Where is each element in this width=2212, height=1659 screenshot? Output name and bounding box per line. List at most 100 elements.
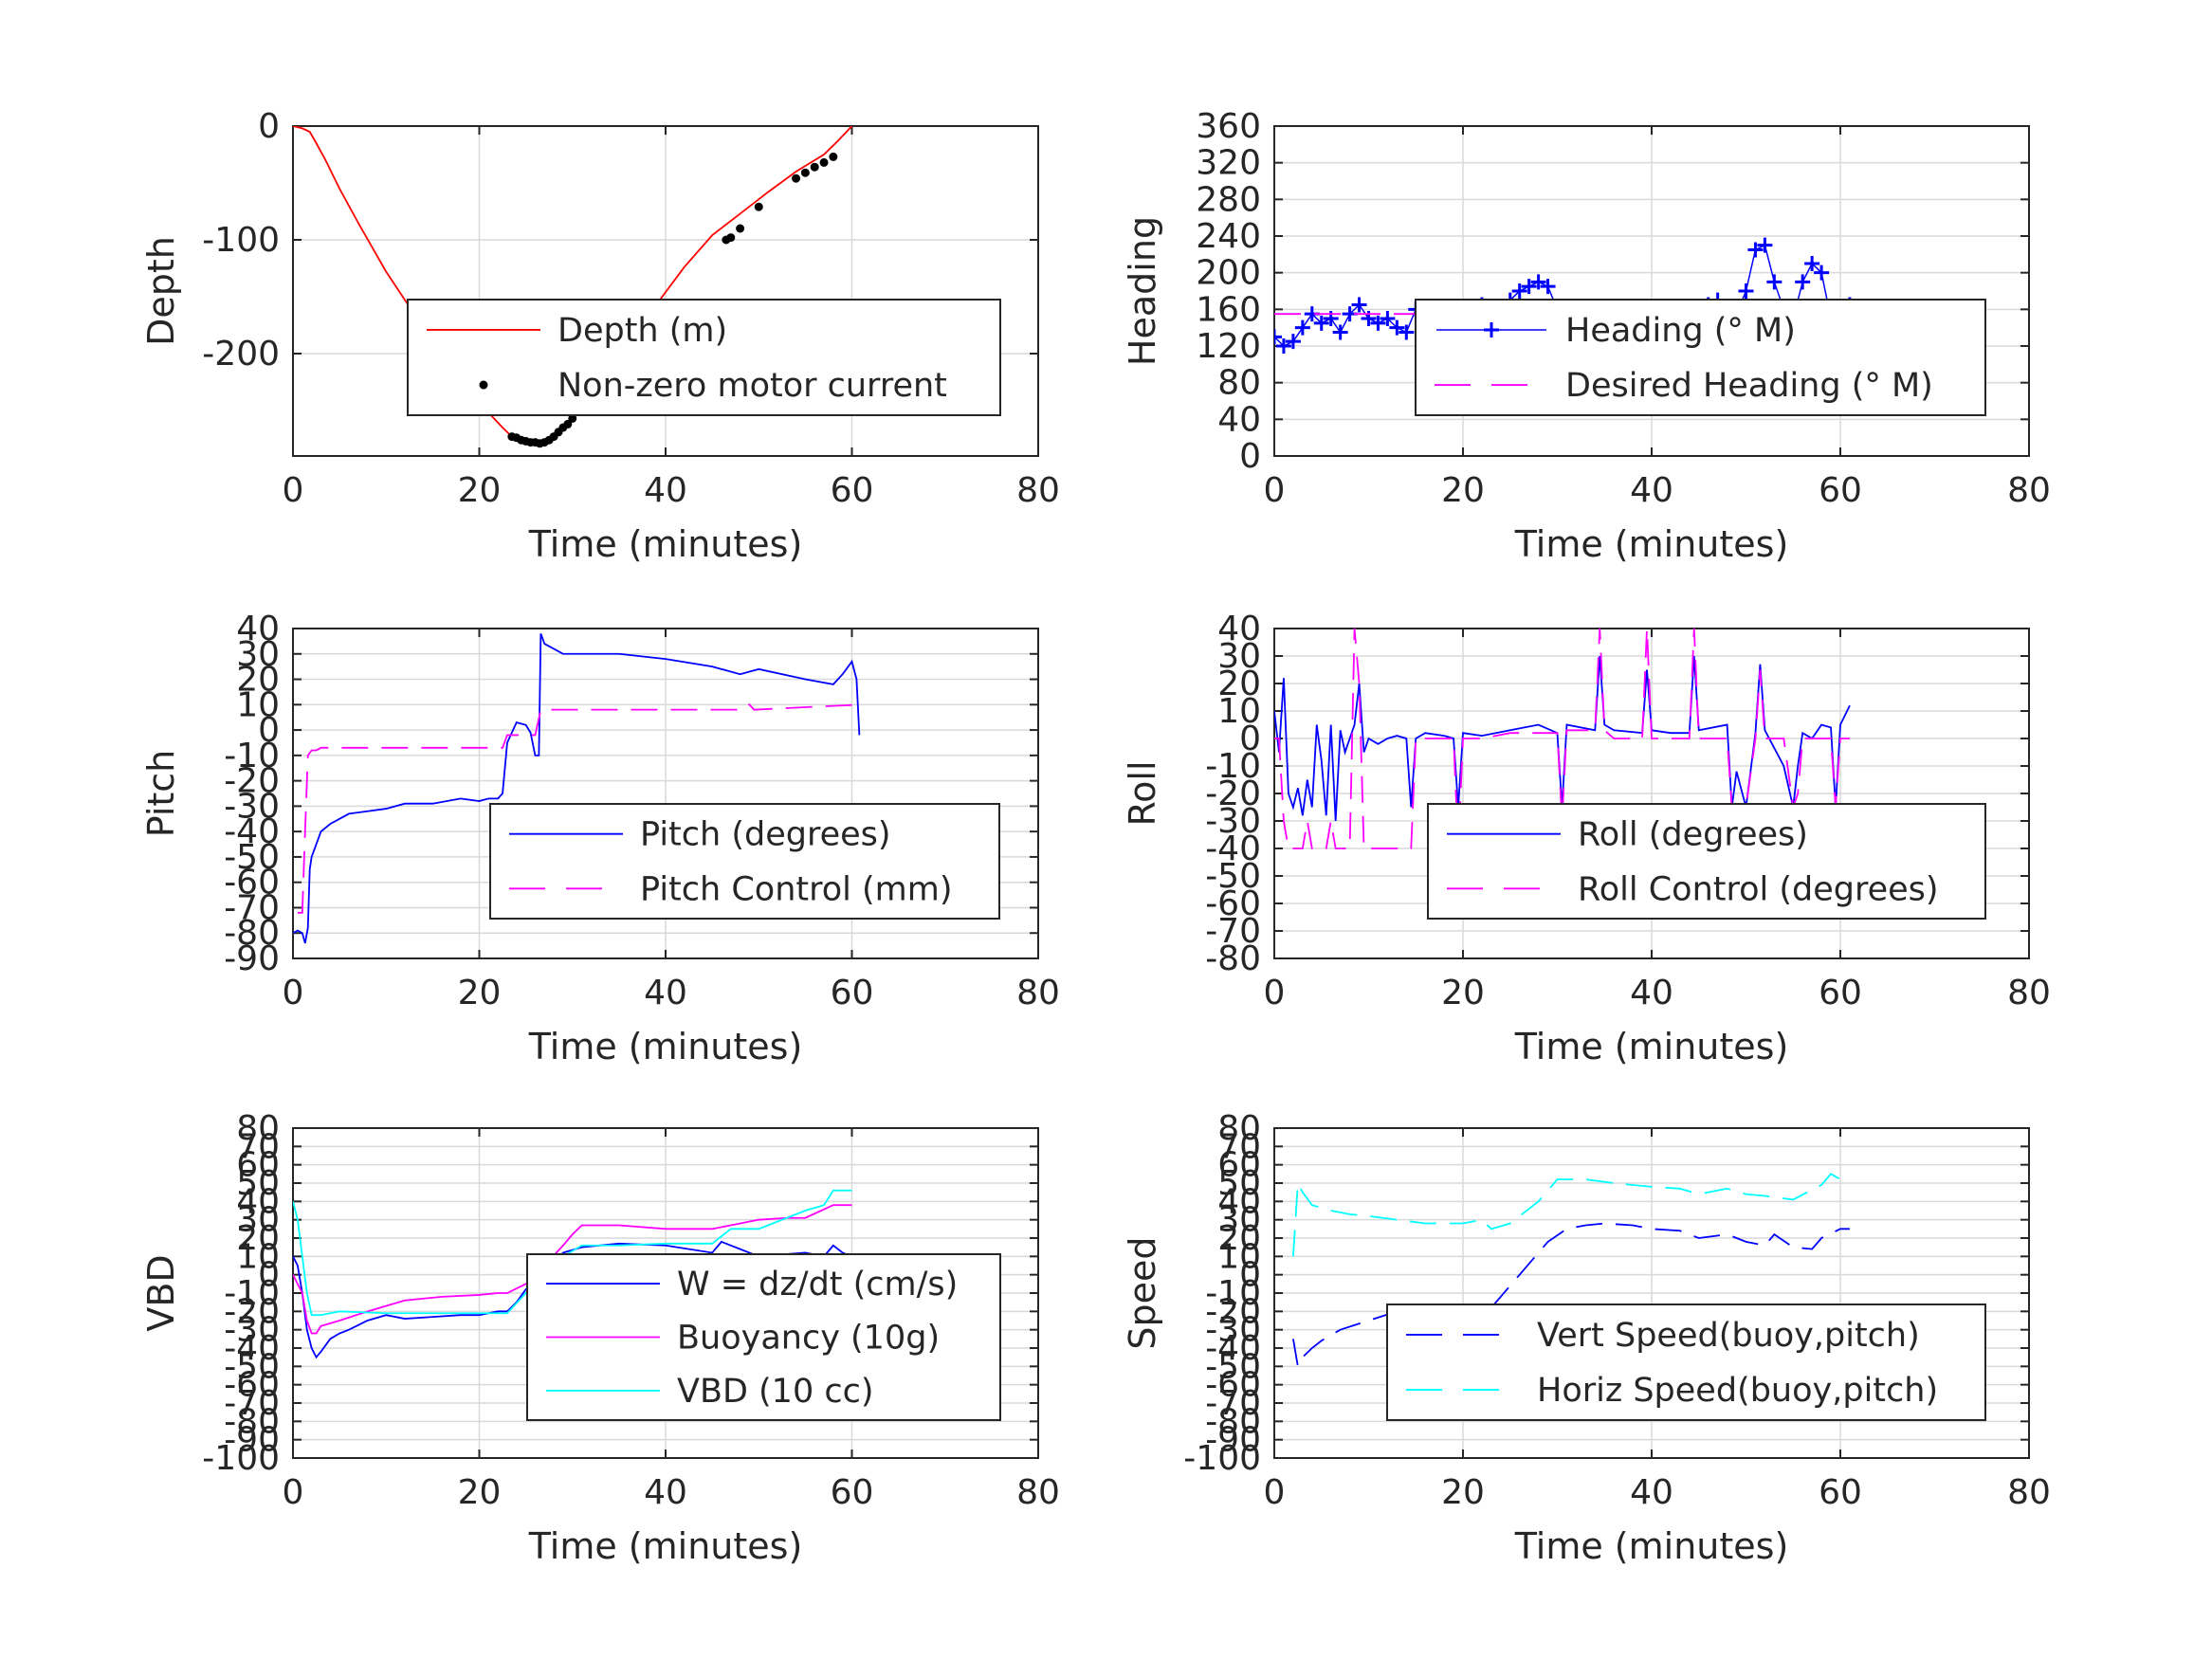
y-tick-label: 0 [258, 711, 280, 750]
y-tick-label: -90 [224, 939, 280, 978]
x-tick-label: 80 [2007, 974, 2051, 1012]
panel-vbd: 0 20 40 60 80-100-90-80-70-60-50-40-30-20-10… [140, 1109, 1060, 1567]
data-point [1511, 283, 1527, 299]
legend-box [489, 803, 1000, 920]
y-tick-label: -20 [1205, 775, 1261, 813]
y-tick-label: -30 [224, 787, 280, 826]
series-vbd-1 [293, 1204, 852, 1335]
y-tick-label: 40 [236, 1182, 280, 1221]
legend-box [407, 299, 1001, 416]
y-tick-label: -60 [1205, 884, 1261, 923]
legend-label: Heading (° M) [1565, 312, 1796, 350]
y-tick-label: -80 [1205, 939, 1261, 978]
data-point [810, 162, 819, 172]
y-tick-label: -40 [224, 812, 280, 851]
panel-speed: 0 20 40 60 80-100-90-80-70-60-50-40-30-20-10… [1122, 1109, 2051, 1567]
data-point [1804, 256, 1820, 271]
data-point [1285, 334, 1301, 350]
y-tick-label: -80 [1205, 1402, 1261, 1441]
y-tick-label: 40 [236, 610, 280, 648]
y-tick-label: -30 [1205, 1311, 1261, 1350]
data-point [1370, 315, 1386, 331]
y-tick-label: 0 [1239, 1256, 1261, 1295]
data-point [1795, 274, 1811, 290]
x-axis-label: Time (minutes) [528, 1026, 803, 1067]
y-tick-label: 60 [236, 1146, 280, 1185]
legend-label: Pitch (degrees) [640, 816, 891, 854]
x-tick-label: 0 [283, 974, 304, 1012]
data-point [754, 202, 763, 211]
y-tick-label: 20 [236, 661, 280, 700]
x-axis-label: Time (minutes) [528, 523, 803, 565]
x-tick-label: 80 [1016, 1473, 1060, 1512]
data-point [1540, 279, 1556, 295]
y-tick-label: -70 [1205, 1384, 1261, 1423]
y-tick-label: 20 [1217, 1219, 1261, 1258]
y-tick-label: -200 [202, 335, 280, 374]
y-tick-label: -60 [224, 864, 280, 902]
y-tick-label: 40 [1217, 400, 1261, 439]
legend-heading: Heading (° M) Desired Heading (° M) [1415, 299, 1986, 416]
data-point [1332, 324, 1348, 340]
x-tick-label: 0 [1264, 1473, 1286, 1512]
y-tick-label: -90 [224, 1421, 280, 1460]
y-tick-label: 240 [1196, 217, 1261, 256]
x-tick-label: 40 [1630, 1473, 1673, 1512]
y-tick-label: 30 [236, 635, 280, 674]
y-tick-label: 280 [1196, 180, 1261, 219]
series-layer [293, 126, 853, 448]
y-tick-label: 50 [236, 1164, 280, 1203]
y-tick-label: -70 [224, 1384, 280, 1423]
legend-depth: Depth (m) Non-zero motor current [407, 299, 1001, 416]
legend-label: W = dz/dt (cm/s) [677, 1266, 958, 1304]
x-tick-label: 60 [1819, 471, 1862, 510]
x-tick-label: 80 [1016, 974, 1060, 1012]
data-point [1389, 319, 1405, 336]
data-point [800, 168, 810, 177]
y-tick-label: 10 [1217, 692, 1261, 731]
y-tick-label: -10 [224, 737, 280, 775]
y-axis-label: Pitch [140, 750, 182, 838]
x-tick-label: 60 [831, 974, 874, 1012]
legend-sample [479, 380, 488, 390]
y-tick-label: 0 [258, 107, 280, 146]
x-tick-label: 20 [1441, 1473, 1485, 1512]
x-tick-label: 0 [1264, 471, 1286, 510]
x-tick-label: 0 [1264, 974, 1286, 1012]
y-tick-label: -50 [1205, 857, 1261, 896]
legend-label: Roll (degrees) [1578, 816, 1808, 854]
y-tick-label: -80 [224, 1402, 280, 1441]
legend-label: Roll Control (degrees) [1578, 870, 1939, 908]
series-roll-1 [1274, 629, 1850, 849]
panel-pitch: 0 20 40 60 80-90-80-70-60-50-40-30-20-100102… [140, 610, 1060, 1067]
x-tick-label: 60 [831, 471, 874, 510]
x-tick-label: 20 [458, 471, 502, 510]
x-tick-label: 60 [831, 1473, 874, 1512]
x-tick-label: 0 [283, 471, 304, 510]
y-tick-label: -30 [224, 1311, 280, 1350]
y-tick-label: 160 [1196, 290, 1261, 329]
y-tick-label: -40 [224, 1329, 280, 1368]
data-point [1747, 242, 1764, 258]
y-tick-label: 120 [1196, 327, 1261, 366]
data-point [1313, 315, 1329, 331]
x-tick-label: 40 [1630, 471, 1673, 510]
y-tick-label: -30 [1205, 802, 1261, 841]
series-speed-1 [1292, 1173, 1851, 1257]
x-axis-label: Time (minutes) [1514, 1525, 1789, 1567]
y-tick-label: 80 [236, 1109, 280, 1148]
series-layer [1292, 1173, 1851, 1370]
data-point [1398, 324, 1415, 340]
y-tick-label: 40 [1217, 610, 1261, 648]
x-tick-label: 60 [1819, 974, 1862, 1012]
y-tick-label: 320 [1196, 144, 1261, 183]
y-tick-label: 0 [1239, 437, 1261, 476]
y-tick-label: 60 [1217, 1146, 1261, 1185]
x-tick-label: 20 [1441, 471, 1485, 510]
data-point [1766, 274, 1782, 290]
y-tick-label: -100 [1183, 1439, 1261, 1478]
y-tick-label: -100 [202, 221, 280, 260]
legend-pitch: Pitch (degrees) Pitch Control (mm) [489, 803, 1000, 920]
data-point [1738, 283, 1754, 299]
x-tick-label: 40 [644, 1473, 687, 1512]
